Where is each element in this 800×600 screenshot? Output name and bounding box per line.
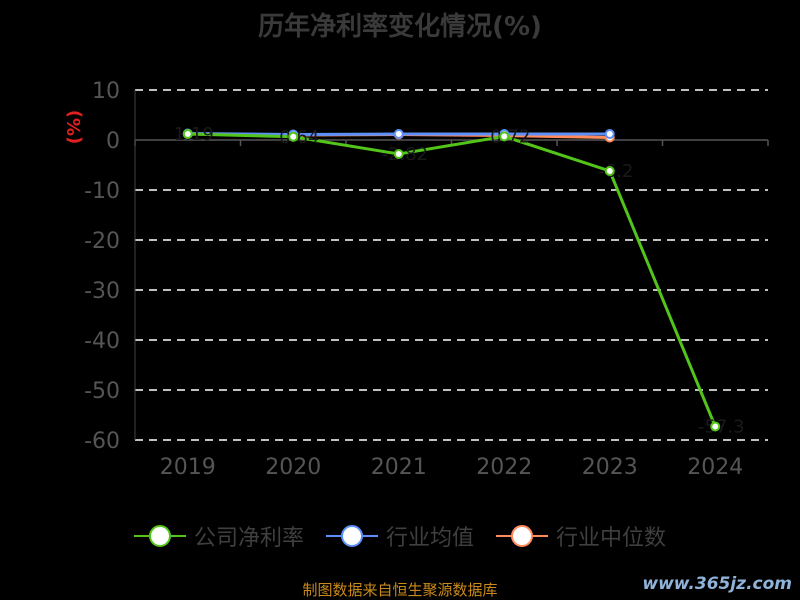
x-tick-labels: 2019 2020 2021 2022 2023 2024 — [160, 455, 744, 480]
y-tick-label: 0 — [106, 129, 120, 154]
data-point — [393, 129, 404, 139]
legend-marker-icon — [496, 524, 548, 548]
legend-marker-icon — [325, 524, 378, 548]
legend-item-1[interactable]: 公司净利率 — [133, 520, 304, 552]
chart-title: 历年净利率变化情况(%) — [258, 12, 542, 42]
x-tick-label: 2024 — [687, 455, 743, 480]
y-tick-label: 10 — [92, 79, 120, 104]
data-label: 0.64 — [279, 127, 319, 148]
series-1: 1.19 0.64 -2.82 0.72 -6.2 -57.3 — [174, 124, 745, 438]
y-tick-label: -30 — [84, 279, 120, 304]
data-point — [604, 166, 615, 176]
y-tick-label: -40 — [84, 329, 120, 354]
x-tick-label: 2019 — [160, 455, 216, 480]
data-label: -6.2 — [598, 161, 633, 182]
series-layer: 1.19 0.64 -2.82 0.72 -6.2 -57.3 — [174, 124, 745, 438]
legend-label: 行业均值 — [385, 526, 474, 551]
footer-source: 制图数据来自恒生聚源数据库 — [302, 581, 498, 599]
data-point — [288, 131, 299, 142]
x-tick-label: 2023 — [582, 455, 638, 480]
x-tick-label: 2020 — [265, 455, 321, 480]
data-point — [182, 129, 193, 139]
y-tick-label: -20 — [84, 229, 120, 254]
x-tick-label: 2021 — [371, 455, 427, 480]
legend-label: 行业中位数 — [556, 526, 667, 551]
series-line — [187, 132, 717, 428]
legend-item-2[interactable]: 行业均值 — [325, 520, 474, 552]
data-point — [710, 421, 721, 432]
y-tick-labels: 10 0 -10 -20 -30 -40 -50 -60 — [84, 79, 120, 454]
y-tick-label: -60 — [84, 429, 120, 454]
data-label: -2.82 — [381, 144, 428, 165]
legend: 公司净利率 行业均值 行业中位数 — [0, 518, 800, 554]
data-label: 1.19 — [174, 124, 214, 145]
data-point — [393, 149, 404, 159]
x-tick-label: 2022 — [476, 455, 532, 480]
legend-item-3[interactable]: 行业中位数 — [496, 520, 666, 552]
watermark: www.365jz.com — [642, 574, 792, 594]
y-tick-label: -10 — [84, 179, 120, 204]
grid-lines — [135, 89, 768, 441]
data-point — [604, 129, 615, 139]
data-label: -57.3 — [698, 417, 745, 438]
y-axis-label: (%) — [64, 110, 85, 145]
legend-marker-icon — [133, 524, 186, 548]
data-point — [499, 131, 510, 142]
axes — [134, 90, 769, 440]
data-label: 0.72 — [490, 126, 530, 147]
legend-label: 公司净利率 — [193, 526, 304, 551]
y-tick-label: -50 — [84, 379, 120, 404]
